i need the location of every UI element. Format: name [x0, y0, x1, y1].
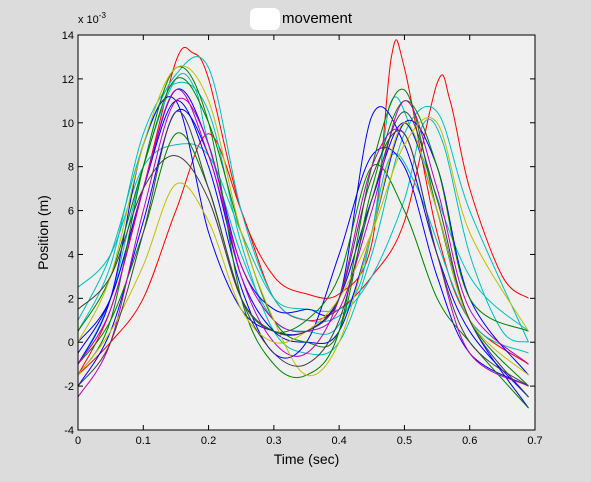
- y-tick-label: -2: [64, 381, 74, 393]
- series-line-15: [77, 89, 529, 365]
- y-exponent-label: x 10-3: [78, 11, 106, 26]
- redacted-title-mark: [250, 8, 280, 30]
- y-tick-label: 4: [68, 249, 74, 261]
- series-layer: [77, 39, 529, 409]
- x-tick-label: 0.5: [397, 435, 412, 447]
- series-line-16: [77, 116, 529, 376]
- series-line-18: [77, 110, 529, 398]
- series-line-6: [77, 81, 529, 356]
- y-axis-label: Position (m): [35, 195, 51, 270]
- chart-title: movement: [282, 10, 353, 27]
- y-tick-label: 12: [62, 74, 74, 86]
- x-tick-label: 0.4: [331, 435, 346, 447]
- y-tick-label: -4: [64, 425, 74, 437]
- ticks-layer: 0 0.1 0.2 0.3 0.4 0.5 0.6 0.7 -4 -2 0 2 4 6 8 10 12 14: [62, 30, 543, 447]
- x-tick-label: 0.6: [462, 435, 477, 447]
- x-axis-label: Time (sec): [274, 451, 340, 467]
- y-tick-label: 6: [68, 206, 74, 218]
- series-line-17: [77, 65, 529, 377]
- y-tick-label: 2: [68, 293, 74, 305]
- axes-frame: [77, 34, 536, 431]
- y-tick-label: 10: [62, 118, 74, 130]
- series-line-2: [77, 74, 529, 376]
- plot-area: [78, 35, 535, 430]
- x-tick-label: 0.7: [527, 435, 542, 447]
- x-tick-label: 0.3: [266, 435, 281, 447]
- series-line-19: [77, 130, 529, 387]
- x-tick-label: 0: [75, 435, 81, 447]
- x-tick-label: 0.2: [201, 435, 216, 447]
- y-tick-label: 0: [68, 337, 74, 349]
- y-tick-label: 8: [68, 162, 74, 174]
- labels-layer: x 10-3 Time (sec) Position (m): [35, 11, 339, 467]
- x-tick-label: 0.1: [136, 435, 151, 447]
- y-tick-label: 14: [62, 30, 74, 42]
- series-line-13: [77, 132, 529, 409]
